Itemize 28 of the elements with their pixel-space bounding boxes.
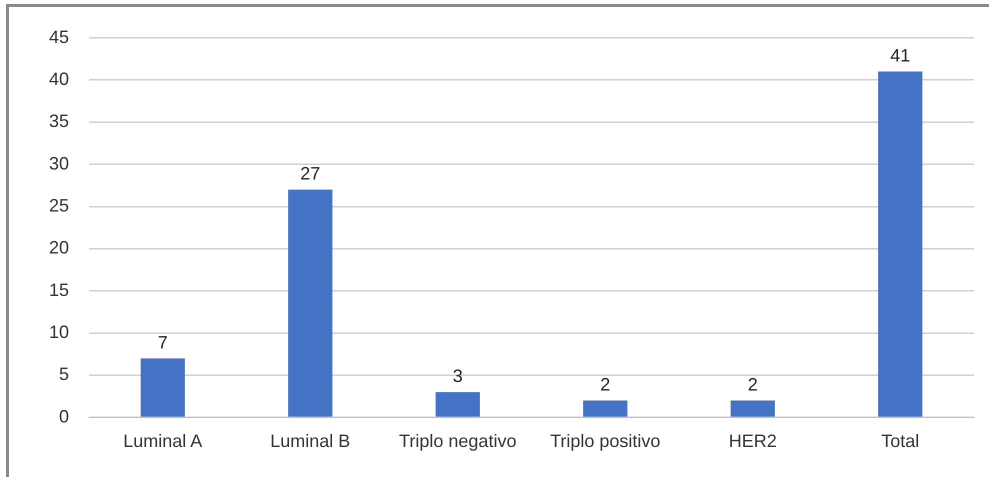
data-label: 2 (748, 374, 758, 394)
y-tick-label: 0 (59, 406, 70, 426)
x-tick-label: Luminal A (123, 431, 202, 452)
y-tick-label: 35 (48, 111, 70, 132)
y-tick-label: 15 (48, 280, 70, 300)
y-tick-label: 10 (48, 322, 70, 342)
bar (583, 400, 628, 417)
x-tick-label: Luminal B (270, 431, 350, 452)
y-tick-label: 20 (48, 238, 70, 258)
y-tick-label: 30 (48, 153, 70, 174)
y-tick-label: 45 (48, 26, 70, 47)
bar (436, 392, 480, 417)
x-tick-label: HER2 (728, 431, 777, 452)
data-label: 27 (300, 164, 320, 184)
bar (878, 72, 922, 417)
bar (288, 190, 332, 417)
y-tick-label: 5 (59, 364, 70, 384)
y-tick-label: 40 (48, 68, 70, 89)
x-tick-label: Triplo positivo (550, 431, 660, 452)
x-tick-label: Triplo negativo (399, 431, 516, 452)
bar (140, 358, 185, 417)
y-tick-label: 25 (48, 195, 70, 216)
bar (730, 400, 775, 417)
data-label: 41 (890, 46, 910, 66)
data-label: 2 (600, 374, 610, 394)
data-label: 3 (452, 366, 463, 386)
x-tick-label: Total (881, 431, 920, 452)
data-label: 7 (158, 332, 168, 352)
